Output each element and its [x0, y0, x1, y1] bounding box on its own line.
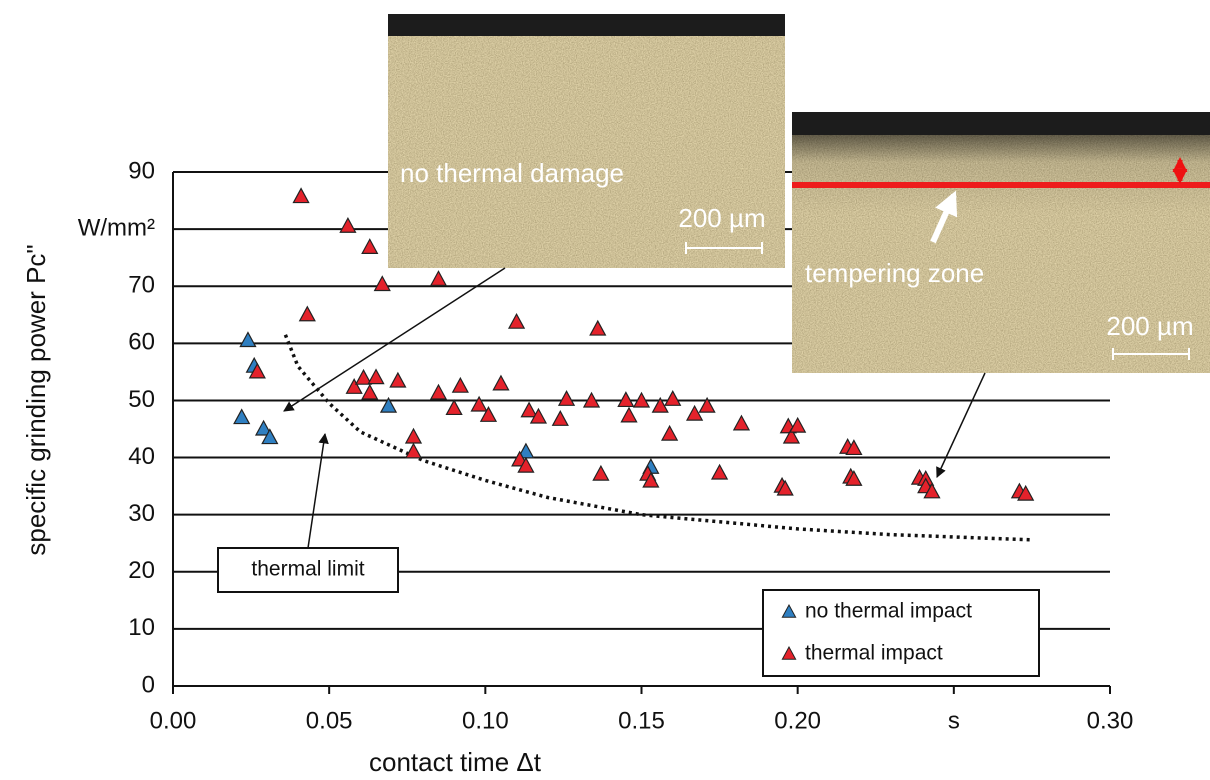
scale-label: 200 µm — [678, 203, 765, 233]
data-point — [734, 416, 749, 430]
note-text: thermal limit — [251, 558, 364, 581]
chart: 0 10 20 30 40 50 60 70 W/mm² 90 0.00 0.05 0.10 0.15 0.… — [0, 0, 1210, 780]
data-point — [406, 429, 421, 443]
data-point — [521, 403, 536, 417]
data-point — [590, 321, 605, 335]
x-axis-label: contact time Δt — [369, 747, 542, 777]
inset-arrow — [937, 373, 985, 477]
note-arrow — [308, 434, 325, 548]
y-tick-label: W/mm² — [78, 214, 155, 241]
y-tick-label: 20 — [128, 557, 155, 584]
data-point — [665, 391, 680, 405]
y-axis-label: specific grinding power Pc" — [21, 244, 51, 555]
micrograph-edge — [388, 14, 785, 36]
x-tick-label: 0.00 — [150, 707, 197, 734]
data-point — [509, 314, 524, 328]
data-point — [240, 332, 255, 346]
y-tick-label: 90 — [128, 157, 155, 184]
data-point — [340, 218, 355, 232]
data-point — [662, 426, 677, 440]
data-point — [493, 376, 508, 390]
x-tick-label: 0.05 — [306, 707, 353, 734]
inset-caption: tempering zone — [805, 258, 984, 288]
data-point — [687, 406, 702, 420]
inset-no-damage: no thermal damage 200 µm — [284, 14, 785, 411]
data-point — [300, 307, 315, 321]
data-point — [431, 271, 446, 285]
data-point — [390, 373, 405, 387]
x-tick-label: 0.30 — [1087, 707, 1134, 734]
data-point — [471, 397, 486, 411]
x-tick-label: s — [948, 707, 960, 734]
data-point — [234, 410, 249, 424]
y-tick-label: 40 — [128, 443, 155, 470]
scale-label: 200 µm — [1106, 311, 1193, 341]
inset-arrow — [284, 268, 505, 411]
data-point — [293, 189, 308, 203]
data-point — [362, 385, 377, 399]
x-tick-label: 0.20 — [774, 707, 821, 734]
legend-label: no thermal impact — [805, 600, 972, 623]
y-tick-label: 30 — [128, 500, 155, 527]
data-point — [593, 466, 608, 480]
x-tick-label: 0.10 — [462, 707, 509, 734]
data-point — [553, 411, 568, 425]
y-tick-label: 0 — [142, 671, 155, 698]
data-point — [559, 391, 574, 405]
data-point — [362, 239, 377, 253]
data-point — [621, 408, 636, 422]
y-tick-label: 50 — [128, 386, 155, 413]
y-tick-label: 70 — [128, 272, 155, 299]
data-point — [453, 378, 468, 392]
y-tick-label: 60 — [128, 329, 155, 356]
micrograph-edge — [792, 112, 1210, 135]
data-point — [406, 444, 421, 458]
data-point — [375, 277, 390, 291]
micrograph-shade — [792, 134, 1210, 214]
data-point — [712, 465, 727, 479]
data-point — [431, 385, 446, 399]
y-tick-label: 10 — [128, 614, 155, 641]
data-point — [368, 370, 383, 384]
legend: no thermal impact thermal impact — [763, 590, 1039, 676]
inset-tempering: tempering zone 200 µm — [792, 112, 1210, 477]
x-tick-label: 0.15 — [618, 707, 665, 734]
inset-caption: no thermal damage — [400, 158, 624, 188]
data-point — [447, 400, 462, 414]
legend-label: thermal impact — [805, 642, 943, 665]
